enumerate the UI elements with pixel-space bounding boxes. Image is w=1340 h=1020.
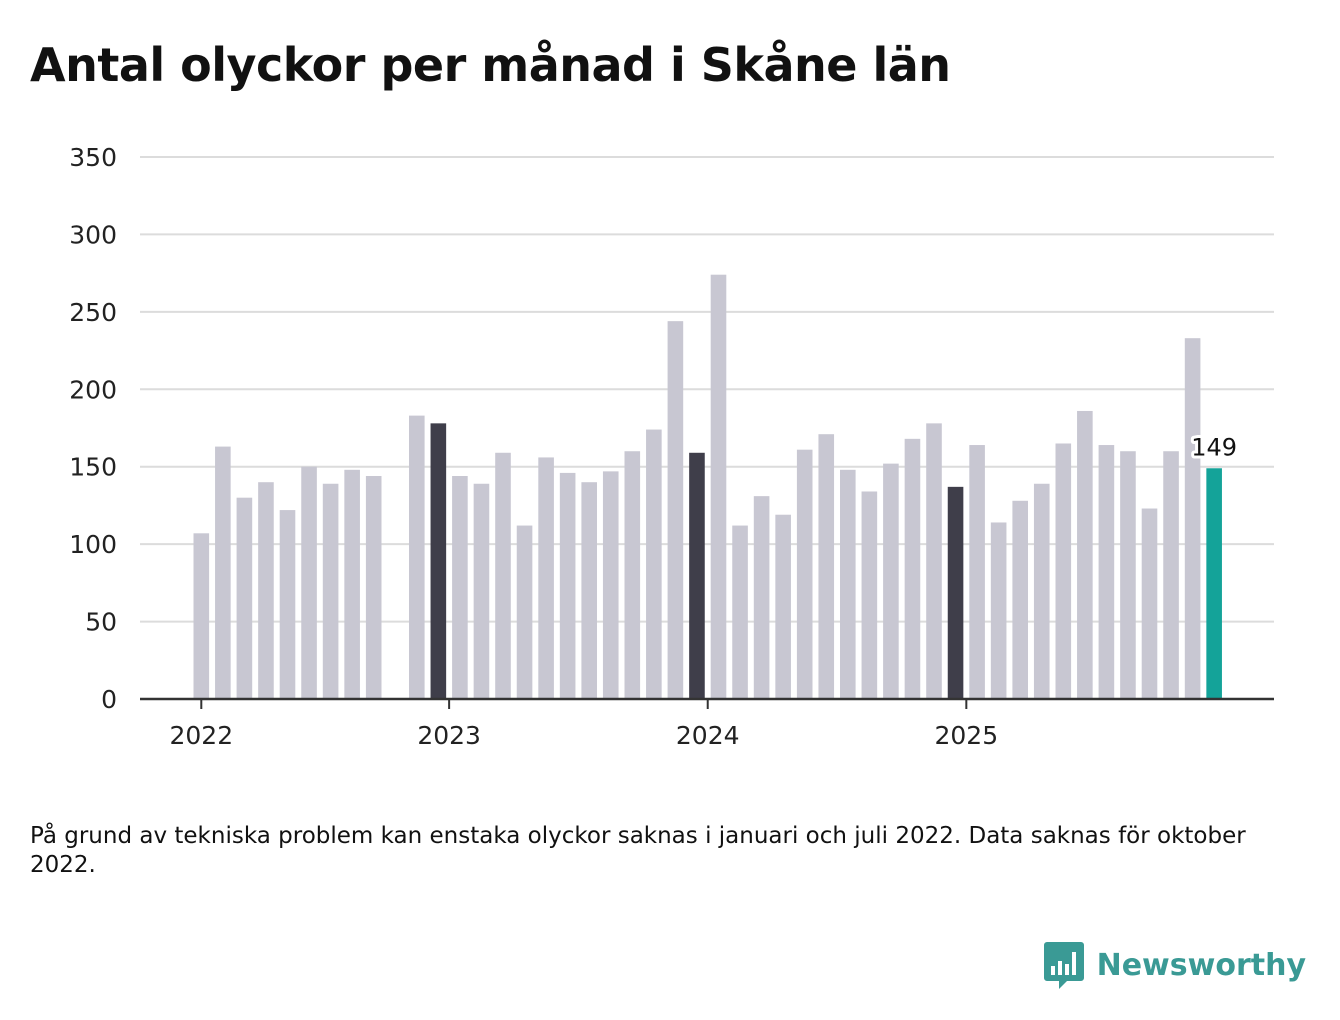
bar-2023-06 [559,472,576,699]
bar-2025-09 [1141,508,1158,699]
bar-2022-08 [344,469,360,699]
y-tick-label: 50 [85,608,117,637]
bar-2023-09 [624,451,641,699]
bar-2025-10 [1163,451,1179,699]
bar-2023-03 [495,452,511,699]
bar-2025-04 [1033,483,1050,699]
y-tick-label: 300 [69,220,117,249]
bar-2024-01 [710,274,727,699]
brand-logo[interactable]: Newsworthy [1043,940,1306,990]
bar-2025-11 [1184,338,1201,699]
y-tick-label: 350 [69,143,117,172]
bar-2022-11 [409,415,425,699]
bar-2025-07 [1098,445,1115,699]
bar-2022-02 [215,446,231,699]
bar-2025-06 [1077,410,1093,699]
bar-2024-03 [753,496,770,699]
bar-2025-01 [969,445,985,699]
bar-2025-03 [1012,500,1028,699]
bar-2024-08 [861,491,878,699]
bar-2022-06 [301,466,317,699]
y-tick-label: 100 [69,530,117,559]
x-tick-label: 2025 [935,721,999,750]
bar-2024-04 [775,514,791,699]
bar-2022-01 [193,533,210,699]
x-tick-label: 2024 [676,721,740,750]
bar-2022-05 [279,510,296,699]
bar-2023-08 [602,471,619,699]
bars [193,274,1222,699]
y-tick-label: 150 [69,453,117,482]
y-tick-label: 200 [69,375,117,404]
bar-chart: 0 50 100 150 200 250 300 350 2022 2023 2024 2025 149 [69,143,1274,750]
bar-2022-09 [365,476,382,699]
latest-value-label: 149 [1191,433,1237,461]
bar-2024-09 [883,463,899,699]
footnote: På grund av tekniska problem kan enstaka… [30,823,1246,878]
bar-2024-05 [796,449,813,699]
bar-2023-11 [667,321,684,699]
bar-2025-12 [1206,468,1222,699]
bar-2024-02 [732,525,748,699]
x-tick-label: 2023 [417,721,481,750]
bar-2024-06 [818,434,835,699]
bar-2023-12 [689,452,705,699]
brand-name: Newsworthy [1096,947,1306,983]
bar-2024-10 [904,438,921,699]
bar-2025-05 [1055,443,1072,699]
bar-2024-12 [947,486,964,699]
newsworthy-logo-icon [1043,942,1084,989]
bar-2022-12 [430,423,447,699]
axes [140,697,1274,709]
bar-2023-07 [581,482,597,699]
bar-2023-01 [452,476,468,699]
bar-2023-10 [646,429,662,699]
bar-2024-11 [926,423,942,699]
y-tick-label: 250 [69,298,117,327]
bar-2025-08 [1120,451,1136,699]
bar-2022-07 [322,483,339,699]
bar-2023-02 [473,483,490,699]
x-tick-label: 2022 [169,721,233,750]
bar-2023-05 [538,457,554,699]
bar-2023-04 [516,525,533,699]
bar-2025-02 [990,522,1007,699]
bar-2022-03 [236,497,253,699]
bar-2024-07 [840,469,856,699]
bar-2022-04 [258,482,274,699]
y-tick-label: 0 [101,685,117,714]
labels: 0 50 100 150 200 250 300 350 2022 2023 2024 2025 149 [69,143,1240,750]
chart-title: Antal olyckor per månad i Skåne län [30,38,951,92]
